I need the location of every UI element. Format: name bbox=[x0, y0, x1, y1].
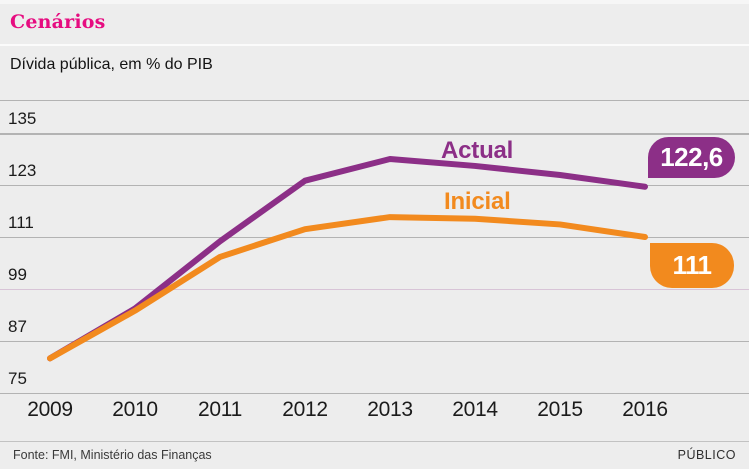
value-badge-actual: 122,6 bbox=[648, 137, 735, 178]
gridline-135 bbox=[0, 133, 749, 135]
y-tick-label-123: 123 bbox=[8, 160, 37, 180]
top-strip bbox=[0, 0, 749, 4]
chart-subtitle: Dívida pública, em % do PIB bbox=[10, 56, 213, 73]
x-tick-label-2010: 2010 bbox=[112, 398, 158, 421]
series-label-actual: Actual bbox=[441, 137, 514, 164]
gridline-87 bbox=[0, 340, 749, 343]
gridline-99 bbox=[0, 288, 749, 291]
inicial-line bbox=[47, 214, 648, 362]
gridline-123 bbox=[0, 184, 749, 187]
x-tick-label-2014: 2014 bbox=[452, 398, 498, 421]
footer-divider bbox=[0, 441, 749, 442]
plot-top-border bbox=[0, 100, 749, 101]
x-tick-label-2011: 2011 bbox=[198, 398, 242, 421]
x-tick-label-2012: 2012 bbox=[282, 398, 328, 421]
chart-title: Cenários bbox=[10, 11, 106, 33]
x-tick-label-2015: 2015 bbox=[537, 398, 583, 421]
series-label-inicial: Inicial bbox=[444, 188, 511, 215]
source-note: Fonte: FMI, Ministério das Finanças bbox=[13, 448, 212, 462]
y-tick-label-99: 99 bbox=[8, 264, 27, 284]
gridline-111 bbox=[0, 236, 749, 239]
y-tick-label-75: 75 bbox=[8, 368, 27, 388]
y-tick-label-135: 135 bbox=[8, 109, 37, 128]
y-tick-label-87: 87 bbox=[8, 316, 27, 336]
actual-line bbox=[47, 155, 648, 362]
brand-logo: PÚBLICO bbox=[677, 448, 736, 462]
gridline-75 bbox=[0, 392, 749, 395]
y-tick-label-111: 111 bbox=[8, 212, 34, 232]
x-tick-label-2016: 2016 bbox=[622, 398, 668, 421]
value-badge-inicial: 111 bbox=[650, 243, 734, 288]
x-tick-label-2009: 2009 bbox=[27, 398, 73, 421]
header-divider bbox=[0, 44, 749, 46]
x-tick-label-2013: 2013 bbox=[367, 398, 413, 421]
